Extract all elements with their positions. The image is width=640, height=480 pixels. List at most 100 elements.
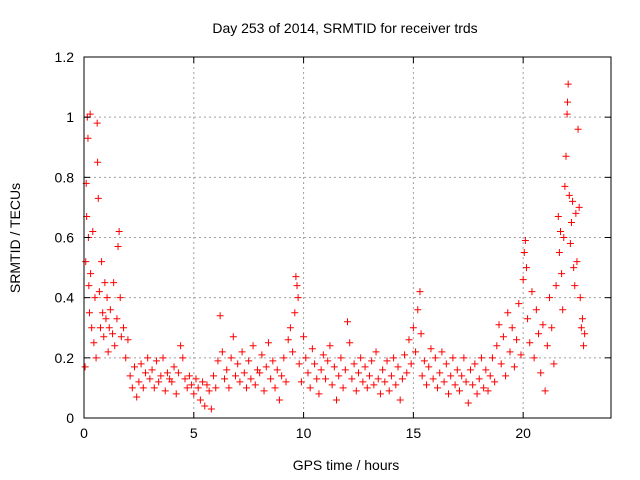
data-point-marker <box>205 387 213 395</box>
data-point-marker <box>434 384 442 392</box>
data-point-marker <box>548 324 556 332</box>
data-point-marker <box>183 384 191 392</box>
data-point-marker <box>313 375 321 383</box>
data-point-marker <box>418 372 426 380</box>
data-point-marker <box>341 366 349 374</box>
data-point-marker <box>526 339 534 347</box>
data-point-marker <box>412 348 420 356</box>
y-tick-label: 0.6 <box>55 230 75 246</box>
data-point-marker <box>322 375 330 383</box>
data-point-marker <box>264 339 272 347</box>
data-point-marker <box>431 354 439 362</box>
data-point-marker <box>319 351 327 359</box>
data-point-marker <box>99 309 107 317</box>
data-point-marker <box>157 372 165 380</box>
x-tick-label: 5 <box>190 425 198 441</box>
plot-frame <box>83 56 612 419</box>
data-point-marker <box>128 384 136 392</box>
data-point-marker <box>475 375 483 383</box>
data-point-marker <box>232 372 240 380</box>
data-point-marker <box>530 354 538 362</box>
data-point-marker <box>504 309 512 317</box>
data-point-marker <box>429 375 437 383</box>
data-point-marker <box>330 363 338 371</box>
data-point-marker <box>519 276 527 284</box>
data-point-marker <box>555 249 563 257</box>
data-point-marker <box>337 354 345 362</box>
data-point-marker <box>82 258 90 266</box>
data-point-marker <box>561 182 569 190</box>
data-point-marker <box>238 348 246 356</box>
data-point-marker <box>436 369 444 377</box>
data-point-marker <box>94 158 102 166</box>
axis-ticks: 0 5 10 15 20 0 0.2 0.4 0.6 0.8 1 1.2 <box>55 49 611 441</box>
y-tick-label: 1 <box>66 109 74 125</box>
data-point-marker <box>86 110 94 118</box>
x-axis-label: GPS time / hours <box>293 457 400 473</box>
data-point-marker <box>370 381 378 389</box>
data-point-marker <box>368 357 376 365</box>
data-point-marker <box>335 372 343 380</box>
data-point-marker <box>179 354 187 362</box>
data-point-marker <box>546 294 554 302</box>
data-point-marker <box>581 330 589 338</box>
data-point-marker <box>350 360 358 368</box>
y-tick-label: 0.8 <box>55 169 75 185</box>
data-point-marker <box>477 354 485 362</box>
y-tick-label: 1.2 <box>55 49 75 65</box>
data-point-marker <box>103 294 111 302</box>
data-point-marker <box>192 375 200 383</box>
data-point-marker <box>109 330 117 338</box>
data-point-marker <box>495 321 503 329</box>
data-point-marker <box>453 366 461 374</box>
data-point-marker <box>580 342 588 350</box>
data-point-marker <box>521 237 529 245</box>
data-point-marker <box>289 348 297 356</box>
data-point-marker <box>308 345 316 353</box>
data-point-marker <box>216 312 224 320</box>
data-point-marker <box>524 315 532 323</box>
data-point-marker <box>148 366 156 374</box>
data-point-marker <box>572 209 580 217</box>
data-point-marker <box>445 390 453 398</box>
data-point-marker <box>295 360 303 368</box>
data-point-marker <box>438 348 446 356</box>
data-point-marker <box>137 360 145 368</box>
data-point-marker <box>484 387 492 395</box>
data-point-marker <box>488 354 496 362</box>
data-point-marker <box>269 357 277 365</box>
data-point-marker <box>207 405 215 413</box>
data-point-marker <box>203 381 211 389</box>
data-point-marker <box>278 372 286 380</box>
data-point-marker <box>104 348 112 356</box>
data-point-marker <box>575 203 583 211</box>
data-point-marker <box>87 270 95 278</box>
data-point-marker <box>499 333 507 341</box>
data-point-marker <box>240 369 248 377</box>
data-point-marker <box>493 342 501 350</box>
data-point-marker <box>576 294 584 302</box>
data-point-marker <box>302 354 310 362</box>
data-point-marker <box>85 309 93 317</box>
data-point-marker <box>159 354 167 362</box>
data-point-marker <box>379 366 387 374</box>
data-point-marker <box>558 270 566 278</box>
data-point-marker <box>284 336 292 344</box>
data-point-marker <box>113 315 121 323</box>
grid-lines <box>84 57 611 418</box>
data-point-marker <box>486 372 494 380</box>
data-point-marker <box>552 282 560 290</box>
data-point-marker <box>541 387 549 395</box>
data-point-marker <box>420 357 428 365</box>
data-point-marker <box>260 387 268 395</box>
data-point-marker <box>469 381 477 389</box>
data-point-marker <box>85 282 93 290</box>
data-point-marker <box>447 372 455 380</box>
data-point-marker <box>407 360 415 368</box>
data-point-marker <box>563 110 571 118</box>
data-point-marker <box>234 360 242 368</box>
data-point-marker <box>354 369 362 377</box>
data-point-marker <box>120 324 128 332</box>
data-point-marker <box>267 375 275 383</box>
